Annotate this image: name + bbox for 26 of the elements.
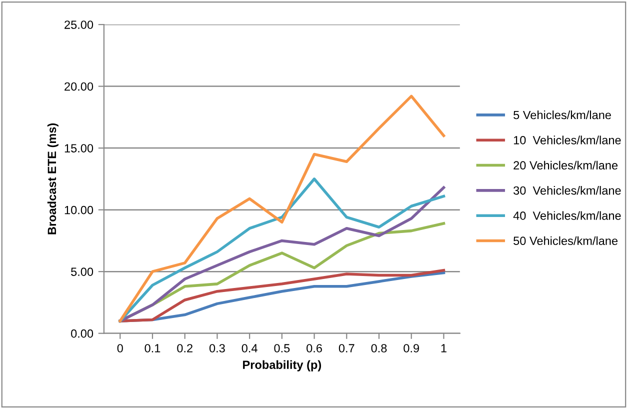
- x-tick-label: 0.1: [144, 344, 160, 352]
- x-tick-label: 0.2: [177, 344, 192, 352]
- x-tick-label: 0.4: [242, 344, 258, 352]
- legend-label: 20 Vehicles/km/lane: [514, 160, 618, 170]
- line-series: [118, 94, 446, 322]
- x-tick-label: 0.7: [338, 344, 354, 352]
- x-tick-label: 0.9: [404, 344, 420, 352]
- x-axis-title: Probability (p): [243, 360, 322, 372]
- x-tick-label: 1: [441, 344, 446, 352]
- x-tick-label: 0.8: [371, 344, 387, 352]
- legend-label: 5 Vehicles/km/lane: [514, 110, 611, 120]
- x-tick-label: 0.5: [274, 344, 290, 352]
- y-tick-label: 0.00: [71, 329, 94, 338]
- y-tick-label: 15.00: [64, 144, 94, 152]
- y-axis-title: Broadcast ETE (ms): [47, 123, 58, 234]
- y-tick-label: 5.00: [71, 268, 94, 276]
- x-tick-label: 0.3: [209, 344, 225, 352]
- y-tick-label: 25.00: [64, 20, 94, 29]
- y-tick-label: 20.00: [64, 82, 94, 91]
- legend-label: 30 Vehicles/km/lane: [514, 186, 621, 195]
- legend-label: 50 Vehicles/km/lane: [514, 236, 618, 246]
- x-tick-label: 0: [117, 344, 123, 352]
- legend-label: 40 Vehicles/km/lane: [513, 211, 621, 220]
- x-tick-label: 0.6: [306, 344, 322, 352]
- legend-label: 10 Vehicles/km/lane: [514, 136, 621, 144]
- y-tick-label: 10.00: [64, 206, 94, 214]
